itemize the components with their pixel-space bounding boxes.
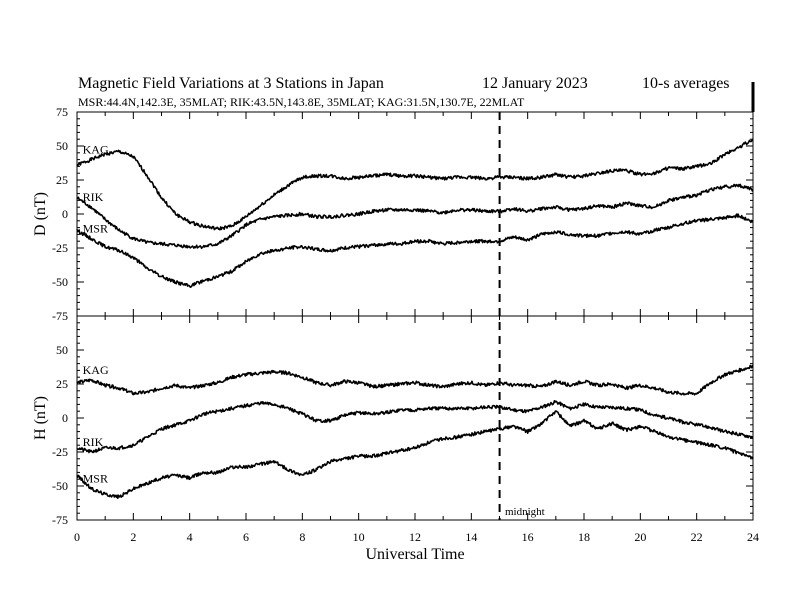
top-series-label-rik: RIK (83, 190, 104, 204)
series-group: KAG RIK MSR KAG RIK MSR (76, 138, 754, 500)
chart-title: Magnetic Field Variations at 3 Stations … (78, 75, 384, 92)
bottom-xtick-label: 20 (634, 530, 646, 544)
chart-averaging: 10-s averages (642, 75, 730, 92)
bottom-ytick-label: 50 (56, 343, 68, 357)
bottom-xtick-label: 22 (691, 530, 703, 544)
top-ytick-label: 25 (56, 173, 68, 187)
bottom-xtick-label: 10 (353, 530, 365, 544)
bottom-series-label-kag: KAG (83, 363, 109, 377)
midnight-label: midnight (505, 506, 545, 518)
bottom-panel-ylabel: H (nT) (32, 396, 49, 440)
bottom-series-label-rik: RIK (83, 435, 104, 449)
bottom-xtick-label: 16 (522, 530, 534, 544)
bottom-series-rik (76, 399, 754, 454)
bottom-xtick-label: 24 (747, 530, 759, 544)
top-panel-ylabel: D (nT) (32, 192, 49, 236)
chart-stations-line: MSR:44.4N,142.3E, 35MLAT; RIK:43.5N,143.… (78, 95, 525, 109)
top-ytick-label: -25 (52, 241, 68, 255)
bottom-xtick-label: 8 (299, 530, 305, 544)
top-series-msr (76, 213, 754, 289)
top-ytick-label: 75 (56, 105, 68, 119)
top-ytick-label: -75 (52, 309, 68, 323)
bottom-series-kag (76, 364, 754, 396)
top-series-kag (76, 138, 754, 231)
bottom-xtick-label: 12 (409, 530, 421, 544)
top-ytick-label: 0 (62, 207, 68, 221)
top-series-label-msr: MSR (83, 221, 108, 235)
bottom-ytick-label: -75 (52, 513, 68, 527)
bottom-xtick-label: 0 (74, 530, 80, 544)
bottom-ytick-label: 25 (56, 377, 68, 391)
bottom-ytick-label: -50 (52, 479, 68, 493)
bottom-series-msr (76, 410, 754, 500)
bottom-xtick-label: 4 (187, 530, 193, 544)
x-axis-label: Universal Time (365, 546, 464, 563)
bottom-series-label-msr: MSR (83, 472, 108, 486)
bottom-xtick-label: 6 (243, 530, 249, 544)
top-series-label-kag: KAG (83, 143, 109, 157)
top-series-rik (76, 183, 754, 250)
top-ytick-label: -50 (52, 275, 68, 289)
bottom-xtick-label: 2 (130, 530, 136, 544)
top-ytick-label: 50 (56, 139, 68, 153)
bottom-ytick-label: -25 (52, 445, 68, 459)
bottom-ytick-label: 0 (62, 411, 68, 425)
bottom-xtick-label: 14 (465, 530, 477, 544)
bottom-xtick-label: 18 (578, 530, 590, 544)
chart-date: 12 January 2023 (482, 75, 588, 92)
